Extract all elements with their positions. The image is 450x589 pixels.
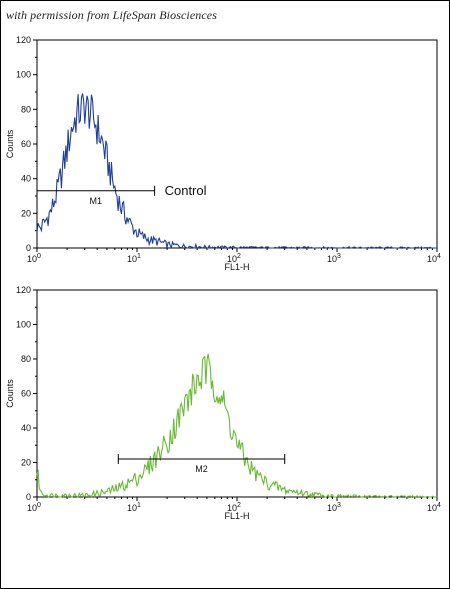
histogram-trace — [36, 93, 437, 250]
y-tick-label: 60 — [21, 139, 31, 149]
x-tick-label: 104 — [427, 502, 441, 513]
gate-label: M1 — [90, 196, 103, 206]
y-tick-label: 120 — [16, 285, 31, 295]
y-tick-label: 100 — [16, 70, 31, 80]
x-axis-label: FL1-H — [224, 511, 249, 521]
y-tick-label: 0 — [26, 492, 31, 502]
gate-label: M2 — [195, 464, 208, 474]
histogram-trace — [36, 353, 438, 500]
x-tick-label: 102 — [227, 253, 241, 264]
control-annotation: Control — [165, 183, 207, 198]
y-tick-label: 120 — [16, 35, 31, 45]
x-tick-label: 101 — [127, 253, 141, 264]
x-tick-label: 102 — [227, 502, 241, 513]
y-axis-label: Counts — [5, 129, 15, 158]
plot-area — [36, 289, 438, 498]
x-tick-label: 103 — [327, 253, 341, 264]
x-axis-label: FL1-H — [224, 262, 249, 272]
y-tick-label: 80 — [21, 354, 31, 364]
y-tick-label: 40 — [21, 174, 31, 184]
y-tick-label: 80 — [21, 104, 31, 114]
y-tick-label: 100 — [16, 320, 31, 330]
y-tick-label: 60 — [21, 389, 31, 399]
x-tick-label: 104 — [427, 253, 441, 264]
y-tick-label: 0 — [26, 243, 31, 253]
x-tick-label: 100 — [27, 253, 41, 264]
x-tick-label: 100 — [27, 502, 41, 513]
permission-watermark: with permission from LifeSpan Bioscience… — [6, 8, 217, 22]
x-tick-label: 101 — [127, 502, 141, 513]
y-tick-label: 20 — [21, 458, 31, 468]
bottom-histogram: 0 20 40 60 80 100 120 100 101 102 103 104 FL1-H Count… — [5, 285, 441, 521]
y-tick-label: 20 — [21, 208, 31, 218]
y-axis-label: Counts — [5, 379, 15, 408]
top-histogram: 0 20 40 60 80 100 120 100 101 102 103 104 FL1-H Count… — [5, 35, 441, 272]
y-tick-label: 40 — [21, 423, 31, 433]
x-tick-label: 103 — [327, 502, 341, 513]
